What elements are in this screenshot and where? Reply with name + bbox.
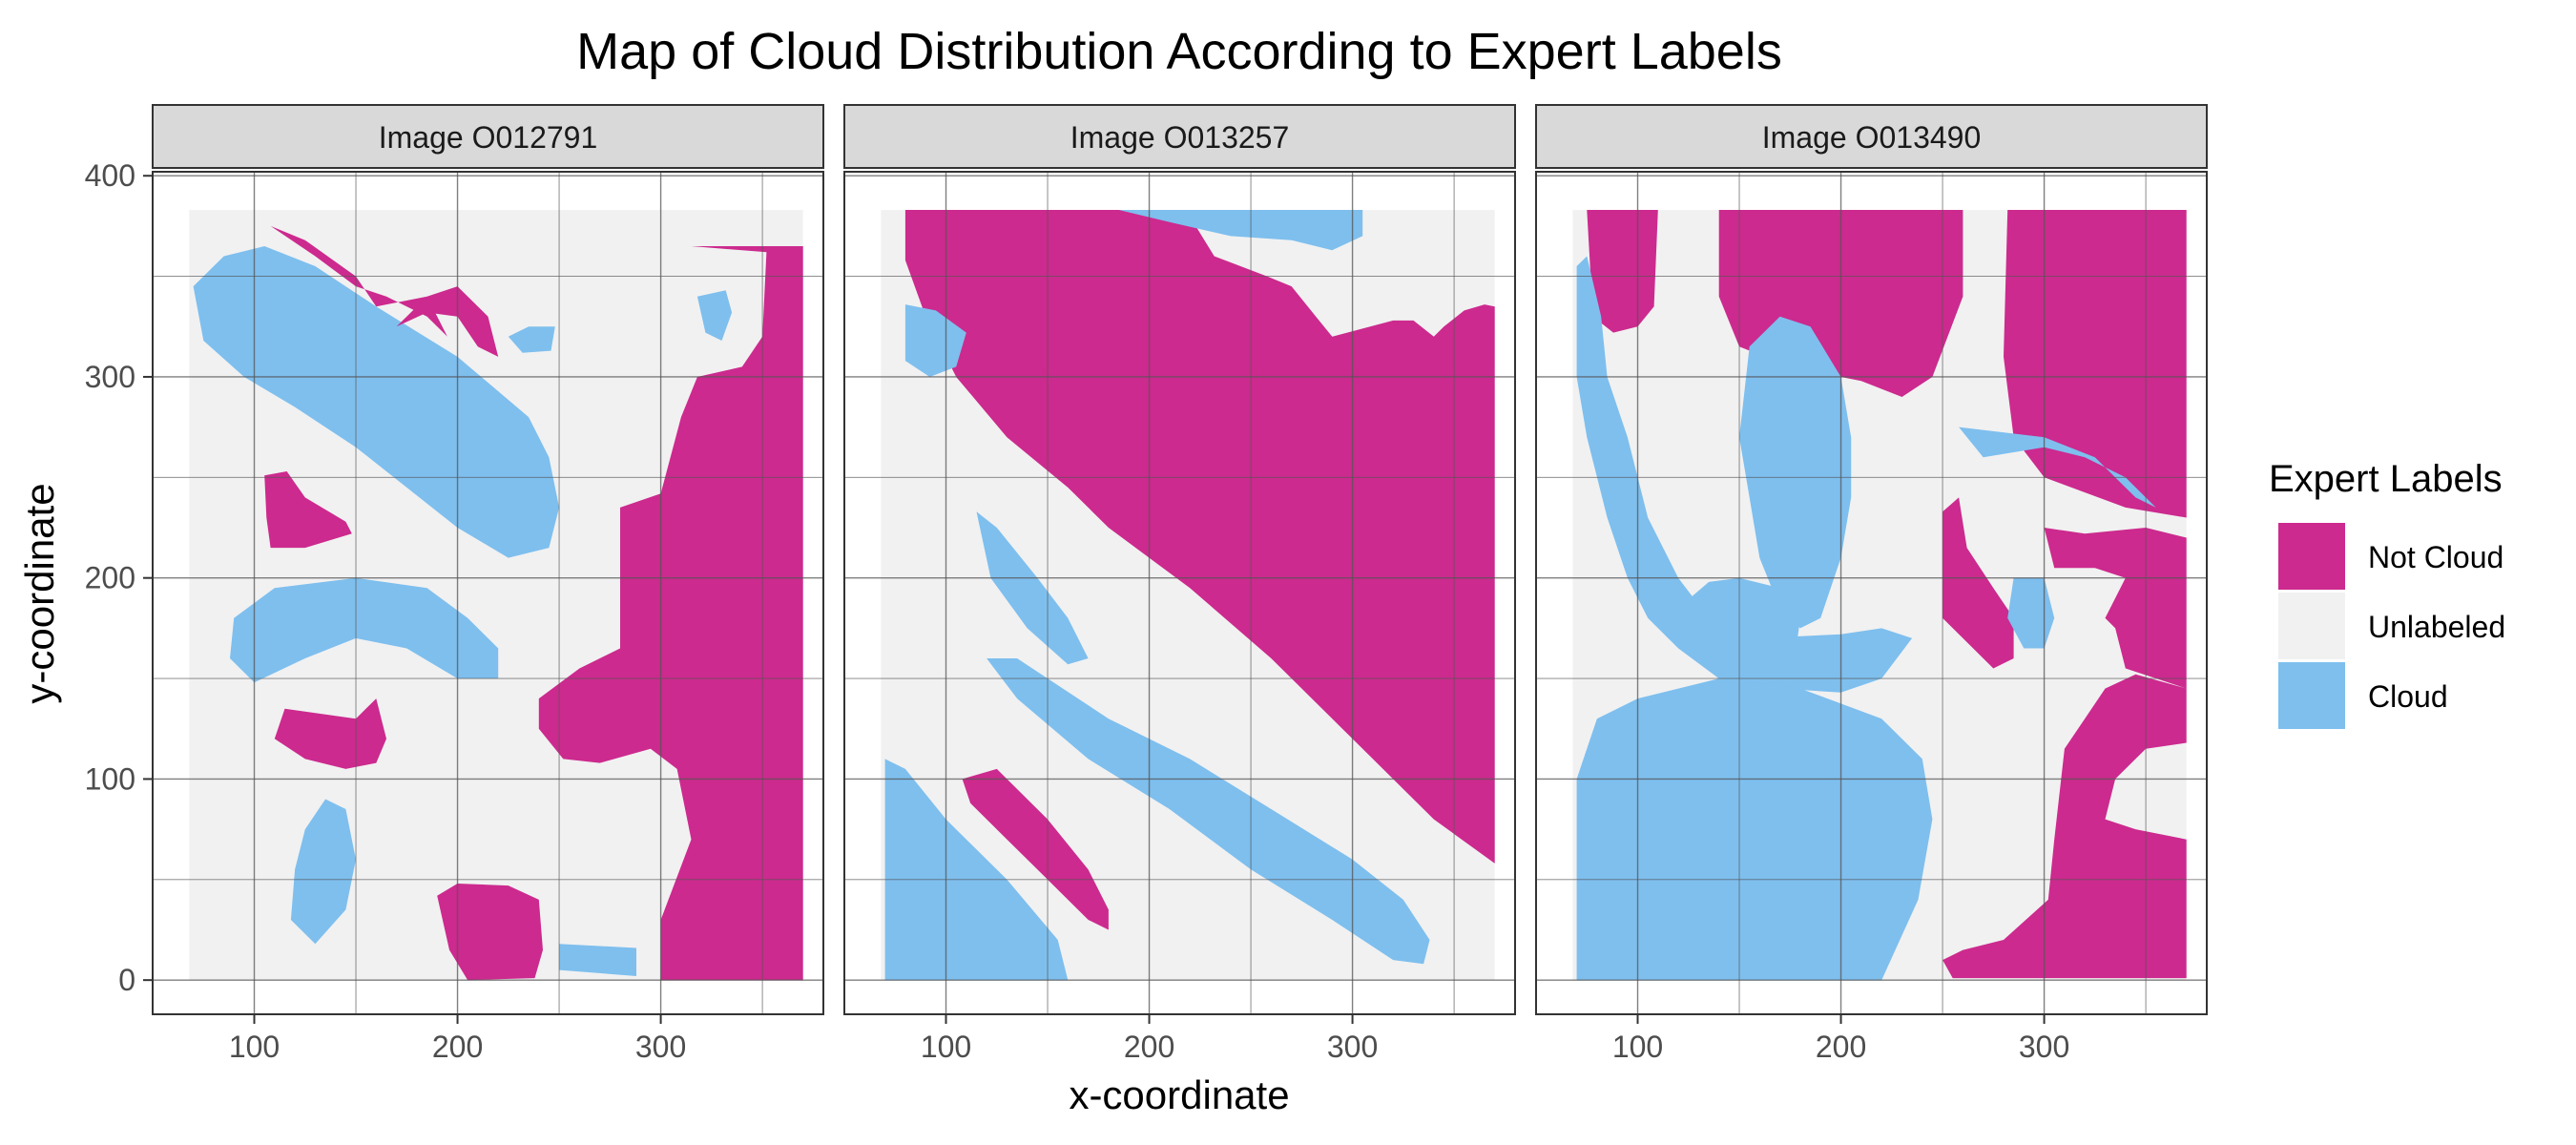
not-cloud-region xyxy=(264,471,352,549)
cloud-region xyxy=(1959,427,2156,508)
cloud-region xyxy=(696,290,733,341)
cloud-region xyxy=(976,511,1089,665)
x-tick-label: 200 xyxy=(1816,1030,1866,1064)
y-tick-label: 400 xyxy=(85,158,135,193)
not-cloud-region xyxy=(437,884,543,981)
not-cloud-region xyxy=(904,210,1495,864)
y-tick-label: 200 xyxy=(85,561,135,595)
y-axis-label: y-coordinate xyxy=(17,483,62,703)
x-axis-label: x-coordinate xyxy=(1069,1072,1289,1117)
facet-strip-label: Image O013490 xyxy=(1762,120,1982,155)
cloud-region xyxy=(230,577,499,683)
legend-key xyxy=(2278,523,2345,590)
not-cloud-region xyxy=(274,698,386,769)
cloud-region xyxy=(884,759,1069,981)
cloud-region xyxy=(508,326,555,353)
y-tick-label: 0 xyxy=(118,963,135,997)
x-tick-label: 100 xyxy=(229,1030,280,1064)
x-tick-label: 100 xyxy=(1612,1030,1663,1064)
panel-border xyxy=(843,171,1516,1015)
panel-border xyxy=(152,171,824,1015)
not-cloud-region xyxy=(1942,497,2014,669)
facet-strip-label: Image O012791 xyxy=(379,120,598,155)
legend-label: Not Cloud xyxy=(2368,540,2503,574)
legend: Expert Labels Not Cloud Unlabeled Cloud xyxy=(2269,458,2505,729)
cloud-region xyxy=(1739,316,1852,629)
cloud-region xyxy=(559,944,636,976)
not-cloud-region xyxy=(962,768,1109,930)
facet-strip xyxy=(843,104,1516,169)
cloud-region xyxy=(904,304,966,377)
cloud-region xyxy=(987,658,1430,965)
legend-label: Unlabeled xyxy=(2368,610,2505,644)
facet-panel: Image O012791 100 200 300 0 100 200 300 400 xyxy=(85,104,824,1064)
facet-panel: Image O013257 100 200 300 xyxy=(843,104,1516,1064)
x-tick-label: 300 xyxy=(1327,1030,1378,1064)
cloud-region xyxy=(193,246,560,558)
facet-strip-label: Image O013257 xyxy=(1070,120,1290,155)
legend-label: Cloud xyxy=(2368,679,2448,714)
cloud-region xyxy=(290,799,356,945)
x-tick-label: 300 xyxy=(635,1030,686,1064)
legend-key xyxy=(2278,662,2345,729)
not-cloud-region xyxy=(538,246,803,981)
x-tick-label: 100 xyxy=(921,1030,971,1064)
facet-strip xyxy=(152,104,824,169)
cloud-region xyxy=(1118,210,1363,251)
not-cloud-region xyxy=(396,286,499,357)
x-tick-label: 300 xyxy=(2019,1030,2069,1064)
not-cloud-region xyxy=(1942,528,2187,979)
not-cloud-region xyxy=(1587,210,1658,333)
legend-items: Not Cloud Unlabeled Cloud xyxy=(2278,523,2505,729)
panel-border xyxy=(1535,171,2208,1015)
y-tick-label: 100 xyxy=(85,761,135,796)
cloud-region xyxy=(2007,577,2055,649)
cloud-region xyxy=(1576,678,1933,981)
cloud-region xyxy=(1576,256,1913,693)
x-tick-label: 200 xyxy=(432,1030,483,1064)
facet-strip xyxy=(1535,104,2208,169)
chart-title: Map of Cloud Distribution According to E… xyxy=(576,23,1782,80)
not-cloud-region xyxy=(270,225,447,337)
y-tick-label: 300 xyxy=(85,360,135,394)
legend-key xyxy=(2278,593,2345,659)
facet-panel: Image O013490 100 200 300 xyxy=(1535,104,2208,1064)
x-tick-label: 200 xyxy=(1124,1030,1174,1064)
legend-title: Expert Labels xyxy=(2269,458,2503,500)
